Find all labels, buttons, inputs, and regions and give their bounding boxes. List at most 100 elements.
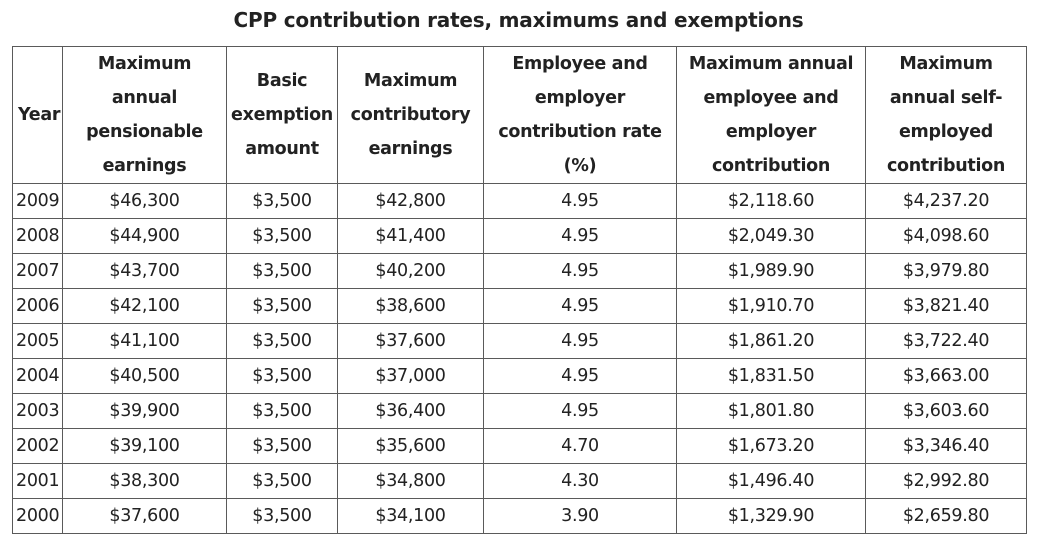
cell-year: 2000 [12, 498, 63, 534]
cell-year: 2009 [12, 183, 63, 219]
cell-max-pensionable-earnings: $46,300 [62, 183, 227, 219]
header-max-pensionable-earnings-label: Maximum annual pensionable earnings [86, 54, 203, 176]
table-row: 2009 $46,300 $3,500 $42,800 4.95 $2,118.… [12, 183, 1027, 219]
cell-basic-exemption: $3,500 [226, 253, 338, 289]
cell-max-pensionable-earnings: $42,100 [62, 288, 227, 324]
cell-max-self-employed-contribution: $3,663.00 [865, 358, 1027, 394]
header-max-employee-employer-contribution: Maximum annual employee and employer con… [676, 46, 866, 184]
cell-max-contributory-earnings: $34,100 [337, 498, 484, 534]
cell-max-employee-employer-contribution: $1,496.40 [676, 463, 866, 499]
header-year: Year [12, 46, 63, 184]
cell-year: 2003 [12, 393, 63, 429]
header-max-employee-employer-contribution-label: Maximum annual employee and employer con… [688, 54, 854, 176]
cell-max-employee-employer-contribution: $1,861.20 [676, 323, 866, 359]
cell-contribution-rate: 3.90 [483, 498, 677, 534]
table-body: 2009 $46,300 $3,500 $42,800 4.95 $2,118.… [12, 183, 1027, 534]
cell-basic-exemption: $3,500 [226, 498, 338, 534]
cell-basic-exemption: $3,500 [226, 183, 338, 219]
cell-year: 2004 [12, 358, 63, 394]
cpp-rates-table: Year Maximum annual pensionable earnings… [12, 46, 1027, 534]
table-row: 2000 $37,600 $3,500 $34,100 3.90 $1,329.… [12, 498, 1027, 534]
cell-basic-exemption: $3,500 [226, 288, 338, 324]
table-row: 2005 $41,100 $3,500 $37,600 4.95 $1,861.… [12, 323, 1027, 359]
header-year-label: Year [18, 105, 61, 125]
cell-basic-exemption: $3,500 [226, 393, 338, 429]
cell-year: 2002 [12, 428, 63, 464]
header-max-self-employed-contribution-label: Maximum annual self-employed contributio… [886, 54, 1006, 176]
header-basic-exemption: Basic exemption amount [226, 46, 338, 184]
cell-max-contributory-earnings: $37,600 [337, 323, 484, 359]
cell-max-pensionable-earnings: $39,900 [62, 393, 227, 429]
cell-max-contributory-earnings: $42,800 [337, 183, 484, 219]
cell-max-contributory-earnings: $41,400 [337, 218, 484, 254]
header-contribution-rate: Employee and employer contribution rate … [483, 46, 677, 184]
table-row: 2006 $42,100 $3,500 $38,600 4.95 $1,910.… [12, 288, 1027, 324]
table-row: 2004 $40,500 $3,500 $37,000 4.95 $1,831.… [12, 358, 1027, 394]
cell-year: 2007 [12, 253, 63, 289]
header-max-pensionable-earnings: Maximum annual pensionable earnings [62, 46, 227, 184]
cell-max-self-employed-contribution: $3,821.40 [865, 288, 1027, 324]
table-row: 2003 $39,900 $3,500 $36,400 4.95 $1,801.… [12, 393, 1027, 429]
table-row: 2002 $39,100 $3,500 $35,600 4.70 $1,673.… [12, 428, 1027, 464]
cell-max-contributory-earnings: $34,800 [337, 463, 484, 499]
cell-year: 2005 [12, 323, 63, 359]
header-max-contributory-earnings-label: Maximum contributory earnings [350, 71, 471, 159]
cell-max-employee-employer-contribution: $1,910.70 [676, 288, 866, 324]
header-max-contributory-earnings: Maximum contributory earnings [337, 46, 484, 184]
header-basic-exemption-label: Basic exemption amount [231, 71, 333, 159]
table-header: Year Maximum annual pensionable earnings… [12, 46, 1027, 184]
header-row: Year Maximum annual pensionable earnings… [12, 46, 1027, 184]
header-max-self-employed-contribution: Maximum annual self-employed contributio… [865, 46, 1027, 184]
cell-max-contributory-earnings: $38,600 [337, 288, 484, 324]
cell-contribution-rate: 4.95 [483, 183, 677, 219]
cell-max-employee-employer-contribution: $2,049.30 [676, 218, 866, 254]
cell-max-pensionable-earnings: $44,900 [62, 218, 227, 254]
cell-max-self-employed-contribution: $4,098.60 [865, 218, 1027, 254]
cell-max-self-employed-contribution: $3,979.80 [865, 253, 1027, 289]
cell-max-pensionable-earnings: $43,700 [62, 253, 227, 289]
cell-max-employee-employer-contribution: $1,801.80 [676, 393, 866, 429]
cell-contribution-rate: 4.95 [483, 358, 677, 394]
cell-max-contributory-earnings: $37,000 [337, 358, 484, 394]
cell-max-pensionable-earnings: $37,600 [62, 498, 227, 534]
cell-contribution-rate: 4.95 [483, 218, 677, 254]
cell-year: 2006 [12, 288, 63, 324]
cell-contribution-rate: 4.95 [483, 393, 677, 429]
cell-max-employee-employer-contribution: $1,989.90 [676, 253, 866, 289]
cell-max-pensionable-earnings: $40,500 [62, 358, 227, 394]
cell-contribution-rate: 4.30 [483, 463, 677, 499]
table-row: 2008 $44,900 $3,500 $41,400 4.95 $2,049.… [12, 218, 1027, 254]
cell-year: 2008 [12, 218, 63, 254]
cell-contribution-rate: 4.70 [483, 428, 677, 464]
cell-max-self-employed-contribution: $3,346.40 [865, 428, 1027, 464]
cell-max-self-employed-contribution: $3,603.60 [865, 393, 1027, 429]
cell-max-self-employed-contribution: $2,659.80 [865, 498, 1027, 534]
cell-max-self-employed-contribution: $4,237.20 [865, 183, 1027, 219]
cell-contribution-rate: 4.95 [483, 288, 677, 324]
cell-max-employee-employer-contribution: $2,118.60 [676, 183, 866, 219]
cell-max-contributory-earnings: $35,600 [337, 428, 484, 464]
cell-basic-exemption: $3,500 [226, 323, 338, 359]
cell-max-contributory-earnings: $40,200 [337, 253, 484, 289]
cell-max-employee-employer-contribution: $1,673.20 [676, 428, 866, 464]
cell-year: 2001 [12, 463, 63, 499]
cell-max-contributory-earnings: $36,400 [337, 393, 484, 429]
cell-max-self-employed-contribution: $3,722.40 [865, 323, 1027, 359]
cell-max-pensionable-earnings: $39,100 [62, 428, 227, 464]
header-contribution-rate-label: Employee and employer contribution rate … [498, 54, 662, 176]
table-row: 2007 $43,700 $3,500 $40,200 4.95 $1,989.… [12, 253, 1027, 289]
cell-basic-exemption: $3,500 [226, 218, 338, 254]
cell-max-pensionable-earnings: $38,300 [62, 463, 227, 499]
cell-basic-exemption: $3,500 [226, 463, 338, 499]
cell-max-self-employed-contribution: $2,992.80 [865, 463, 1027, 499]
cell-basic-exemption: $3,500 [226, 428, 338, 464]
table-row: 2001 $38,300 $3,500 $34,800 4.30 $1,496.… [12, 463, 1027, 499]
table-caption: CPP contribution rates, maximums and exe… [233, 8, 804, 32]
cell-contribution-rate: 4.95 [483, 253, 677, 289]
cell-basic-exemption: $3,500 [226, 358, 338, 394]
cell-max-pensionable-earnings: $41,100 [62, 323, 227, 359]
cell-max-employee-employer-contribution: $1,329.90 [676, 498, 866, 534]
cell-contribution-rate: 4.95 [483, 323, 677, 359]
cell-max-employee-employer-contribution: $1,831.50 [676, 358, 866, 394]
